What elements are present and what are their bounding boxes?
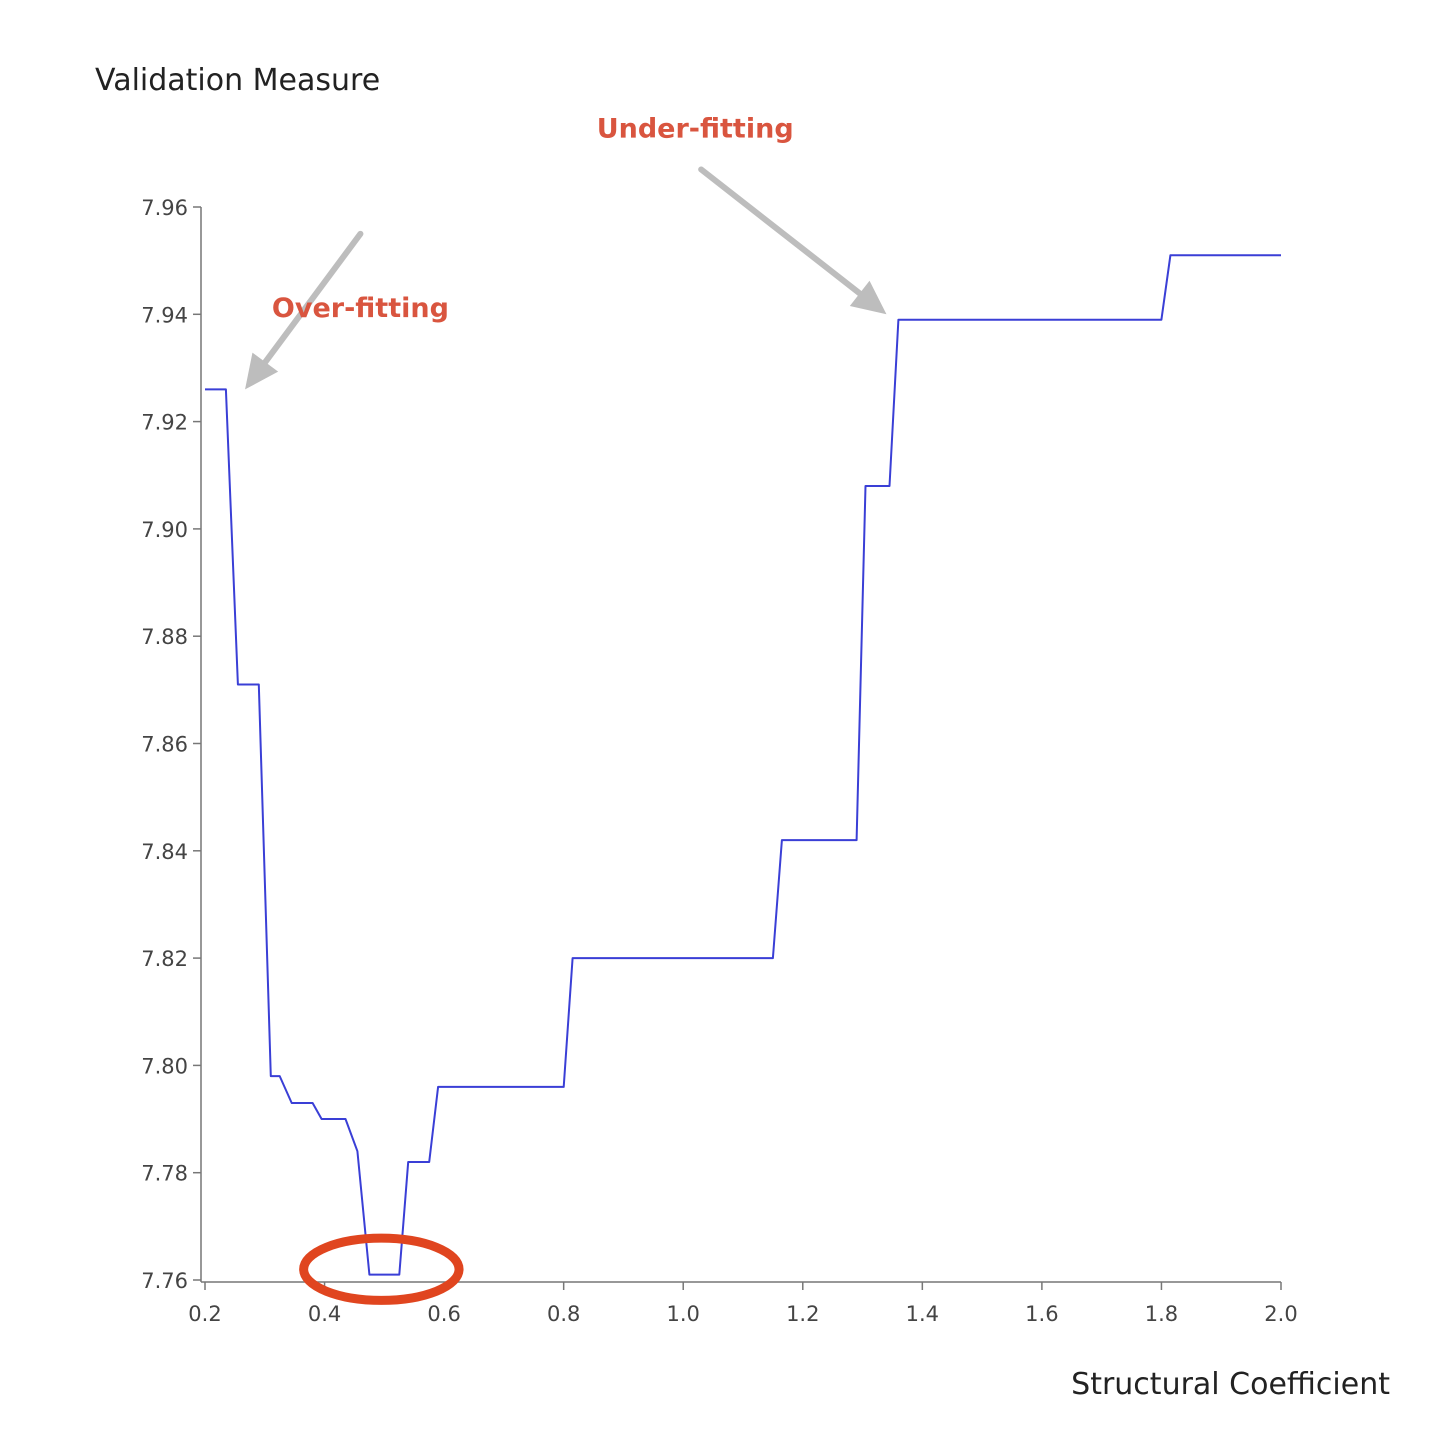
axes: 7.76 7.78 7.80 7.82 7.84 7.86 7.88 7.90 7.92 7.94… (141, 196, 1297, 1326)
annotation-arrow (245, 230, 364, 390)
y-tick-label: 7.86 (141, 733, 188, 757)
series-line (205, 254, 1281, 1276)
y-tick-label: 7.76 (141, 1269, 188, 1293)
x-tick-label: 1.8 (1145, 1302, 1178, 1326)
x-tick-label: 1.4 (906, 1302, 939, 1326)
minimum-highlight (299, 1233, 464, 1305)
x-axis-title: Structural Coefficient (1071, 1367, 1390, 1402)
y-tick-label: 7.96 (141, 196, 188, 220)
y-tick-label: 7.80 (141, 1054, 188, 1078)
x-tick-label: 1.6 (1025, 1302, 1058, 1326)
minimum-circle (299, 1233, 464, 1305)
x-tick-label: 0.2 (188, 1302, 221, 1326)
annotation-arrows (245, 166, 887, 390)
x-tick-label: 0.6 (427, 1302, 460, 1326)
x-tick-label: 1.2 (786, 1302, 819, 1326)
y-tick-label: 7.84 (141, 840, 188, 864)
y-tick-label: 7.90 (141, 518, 188, 542)
y-tick-label: 7.92 (141, 411, 188, 435)
y-tick-label: 7.78 (141, 1162, 188, 1186)
y-tick-label: 7.88 (141, 625, 188, 649)
x-tick-label: 1.0 (667, 1302, 700, 1326)
annotation-arrow (698, 166, 887, 315)
x-tick-label: 2.0 (1264, 1302, 1297, 1326)
y-axis-title: Validation Measure (95, 63, 380, 98)
x-tick-label: 0.8 (547, 1302, 580, 1326)
x-tick-label: 0.4 (308, 1302, 341, 1326)
y-tick-label: 7.94 (141, 303, 188, 327)
annotation-label: Over-fitting (272, 293, 449, 324)
y-tick-label: 7.82 (141, 947, 188, 971)
annotation-label: Under-fitting (597, 113, 794, 144)
series-layer (205, 254, 1281, 1276)
annotation-labels: Over-fitting Under-fitting (272, 113, 794, 324)
